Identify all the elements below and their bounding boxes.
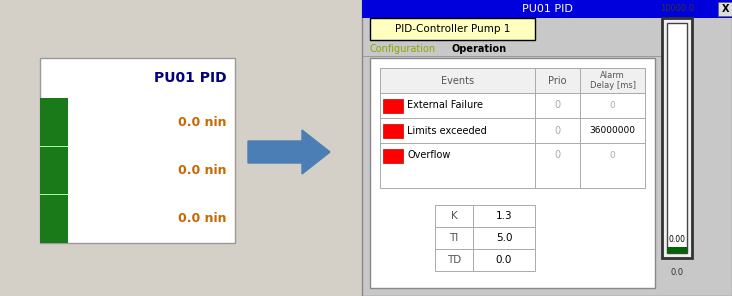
- Text: X: X: [722, 4, 730, 14]
- Text: 0.00: 0.00: [668, 236, 685, 244]
- Bar: [370, 18, 535, 40]
- Text: Configuration: Configuration: [370, 44, 436, 54]
- Text: 0.0 nin: 0.0 nin: [179, 163, 227, 176]
- Text: 0: 0: [610, 151, 616, 160]
- Text: PID-Controller Pump 1: PID-Controller Pump 1: [395, 24, 510, 34]
- Text: PU01 PID: PU01 PID: [522, 4, 572, 14]
- Bar: [380, 68, 645, 93]
- Bar: [40, 98, 68, 243]
- Text: Limits exceeded: Limits exceeded: [407, 126, 487, 136]
- Bar: [667, 23, 687, 253]
- Bar: [362, 0, 732, 296]
- Text: Overflow: Overflow: [407, 150, 450, 160]
- Bar: [435, 249, 535, 271]
- Text: 0: 0: [554, 101, 561, 110]
- Text: 0: 0: [554, 126, 561, 136]
- Text: K: K: [451, 211, 458, 221]
- Text: TI: TI: [449, 233, 459, 243]
- Text: 0: 0: [554, 150, 561, 160]
- Bar: [718, 2, 732, 16]
- Text: 5.0: 5.0: [496, 233, 512, 243]
- Text: 0.0 nin: 0.0 nin: [179, 115, 227, 128]
- Polygon shape: [248, 130, 330, 174]
- Text: 0.0: 0.0: [496, 255, 512, 265]
- Bar: [667, 247, 687, 253]
- Bar: [370, 58, 655, 288]
- Text: TD: TD: [447, 255, 461, 265]
- Text: Prio: Prio: [548, 75, 567, 86]
- Text: 0.0 nin: 0.0 nin: [179, 212, 227, 224]
- Bar: [383, 123, 403, 138]
- Text: Alarm
Delay [ms]: Alarm Delay [ms]: [589, 71, 635, 90]
- Bar: [662, 18, 692, 258]
- Text: 0: 0: [610, 101, 616, 110]
- Text: Operation: Operation: [452, 44, 507, 54]
- Bar: [435, 227, 535, 249]
- Text: Events: Events: [441, 75, 474, 86]
- Bar: [383, 99, 403, 112]
- Text: 0.0: 0.0: [671, 268, 684, 277]
- Bar: [40, 58, 235, 243]
- Text: 10000.0: 10000.0: [660, 4, 694, 13]
- Bar: [380, 68, 645, 188]
- Bar: [362, 0, 732, 18]
- Text: 36000000: 36000000: [589, 126, 635, 135]
- Bar: [435, 205, 535, 227]
- Text: External Failure: External Failure: [407, 101, 483, 110]
- Text: 1.3: 1.3: [496, 211, 512, 221]
- Text: PU01 PID: PU01 PID: [154, 71, 227, 85]
- Bar: [383, 149, 403, 163]
